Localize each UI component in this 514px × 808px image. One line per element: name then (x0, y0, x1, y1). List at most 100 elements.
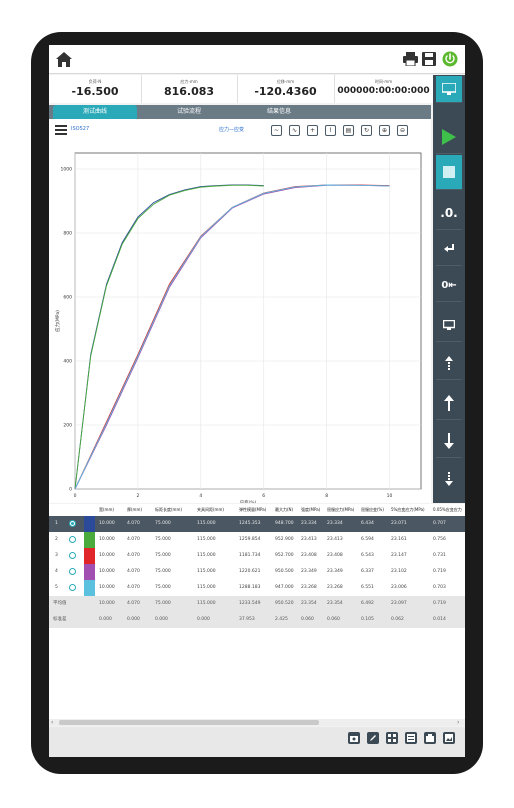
tab-test-procedure[interactable]: 试验流程 (176, 108, 201, 115)
curve-mode-label[interactable]: 应力—应变 (219, 127, 245, 133)
tab-results[interactable]: 结果信息 (266, 108, 291, 115)
stats-label: 标准差 (53, 617, 67, 622)
export-icon[interactable] (424, 732, 436, 744)
y-axis-label: 应力(MPa) (54, 310, 61, 332)
table-cell: 10.000 (99, 585, 115, 590)
print-icon[interactable] (402, 51, 418, 67)
zoom-out-icon[interactable]: ⊖ (397, 125, 408, 136)
save-icon[interactable] (421, 51, 437, 67)
start-button[interactable] (436, 121, 462, 154)
table-cell: 6.543 (361, 553, 374, 558)
camera-icon[interactable] (348, 732, 360, 744)
stats-cell: 0.000 (99, 617, 112, 622)
table-cell: 10.000 (99, 553, 115, 558)
curve-wave-icon[interactable]: ∿ (289, 125, 300, 136)
window-icon[interactable] (436, 309, 462, 342)
col-header: 夹具间距(mm) (195, 504, 237, 516)
x-tick-label: 10 (387, 493, 393, 499)
standard-label[interactable]: ISO527 (71, 126, 90, 132)
table-cell: 0.707 (433, 521, 446, 526)
display-monitor-button[interactable] (436, 76, 462, 103)
table-row[interactable]: 1 10.000 4.070 75.000 115.000 1245.353 948.700… (49, 516, 465, 532)
stress-strain-chart: 0 2 4 6 8 10 0 200 400 600 800 1000 应变(%) 应力(MPa) (49, 141, 431, 506)
table-cell: 0.756 (433, 537, 446, 542)
series-color-swatch (84, 532, 95, 548)
stop-button[interactable] (436, 155, 462, 190)
stats-cell: 10.000 (99, 601, 115, 606)
row-select-radio[interactable] (69, 568, 76, 575)
curve-smooth-icon[interactable]: ~ (271, 125, 282, 136)
power-icon[interactable] (441, 50, 459, 68)
stats-cell: 0.062 (391, 617, 404, 622)
col-header: 标距长度(mm) (153, 504, 195, 516)
stats-cell: 6.492 (361, 601, 374, 606)
zoom-in-icon[interactable]: ⊕ (379, 125, 390, 136)
trend-icon[interactable]: ⌇ (325, 125, 336, 136)
stats-row: 标准差 0.000 0.000 0.000 0.000 37.953 2.425 0.060 0… (49, 612, 465, 628)
return-icon[interactable] (436, 233, 462, 266)
x-tick-label: 4 (199, 493, 202, 499)
readout-value: 000000:00:00:000 (337, 86, 430, 96)
readout-displacement: 位移-mm -120.4360 (237, 75, 335, 103)
readout-value: -16.500 (71, 85, 119, 98)
table-cell: 75.000 (155, 585, 171, 590)
table-row[interactable]: 5 10.000 4.070 75.000 115.000 1288.183 947.000… (49, 580, 465, 597)
table-cell: 23.268 (301, 585, 317, 590)
jog-down-fast-icon[interactable] (436, 463, 462, 495)
plot-frame (74, 152, 422, 490)
table-cell: 4.070 (127, 585, 140, 590)
table-cell: 0.731 (433, 553, 446, 558)
scroll-thumb[interactable] (59, 720, 319, 725)
stats-cell: 4.070 (127, 601, 140, 606)
report-icon[interactable] (405, 732, 417, 744)
menu-list-icon[interactable] (55, 124, 67, 135)
readout-label: 时间-mm (374, 79, 393, 84)
chart-toolbar: ISO527 应力—应变 ~ ∿ + ⌇ ▤ ↻ ⊕ ⊖ (49, 119, 431, 141)
edit-icon[interactable] (367, 732, 379, 744)
grid-icon[interactable]: ▤ (343, 125, 354, 136)
scroll-left-icon[interactable]: ‹ (51, 719, 54, 726)
results-table: 宽(mm) 厚(mm) 标距长度(mm) 夹具间距(mm) 弹性模量(MPa) … (49, 504, 465, 719)
y-tick-label: 400 (63, 359, 72, 365)
refresh-icon[interactable]: ↻ (361, 125, 372, 136)
tab-test-curve[interactable]: 测试曲线 (53, 105, 137, 119)
row-select-radio[interactable] (69, 584, 76, 591)
col-header: 最大力(N) (273, 504, 299, 516)
table-cell: 23.102 (391, 569, 407, 574)
table-cell: 23.268 (327, 585, 343, 590)
readout-value: 816.083 (163, 85, 215, 98)
table-cell: 10.000 (99, 569, 115, 574)
up-arrow-icon[interactable] (436, 387, 462, 420)
clear-button[interactable]: 0⇤ (436, 269, 462, 302)
stats-label: 平均值 (53, 601, 67, 606)
table-cell: 6.551 (361, 585, 374, 590)
picture-icon[interactable] (443, 732, 455, 744)
grid-view-icon[interactable] (386, 732, 398, 744)
readout-time: 时间-mm 000000:00:00:000 (334, 75, 434, 103)
tab-bar: 测试曲线 试验流程 结果信息 (49, 105, 431, 119)
table-row[interactable]: 3 10.000 4.070 75.000 115.000 1181.734 952.700… (49, 548, 465, 565)
row-select-radio[interactable] (69, 536, 76, 543)
stats-cell: 0.014 (433, 617, 446, 622)
row-select-radio[interactable] (69, 520, 76, 527)
jog-up-fast-icon[interactable] (436, 347, 462, 380)
zero-button[interactable]: .0. (436, 197, 462, 230)
table-row[interactable]: 2 10.000 4.070 75.000 115.000 1259.854 952.900… (49, 532, 465, 549)
home-icon[interactable] (54, 49, 74, 69)
crosshair-icon[interactable]: + (307, 125, 318, 136)
scroll-right-icon[interactable]: › (457, 719, 460, 726)
row-index: 2 (55, 537, 58, 542)
down-arrow-icon[interactable] (436, 425, 462, 458)
horizontal-scrollbar[interactable]: ‹ › (49, 719, 465, 726)
y-tick-label: 1000 (61, 167, 73, 173)
table-cell: 0.719 (433, 569, 446, 574)
row-select-radio[interactable] (69, 552, 76, 559)
table-cell: 6.337 (361, 569, 374, 574)
x-tick-label: 6 (262, 493, 265, 499)
stats-cell: 950.520 (275, 601, 294, 606)
table-header-row: 宽(mm) 厚(mm) 标距长度(mm) 夹具间距(mm) 弹性模量(MPa) … (49, 504, 465, 516)
stats-cell: 23.354 (327, 601, 343, 606)
table-cell: 952.700 (275, 553, 294, 558)
table-row[interactable]: 4 10.000 4.070 75.000 115.000 1220.621 950.500… (49, 564, 465, 581)
series-line (74, 184, 264, 490)
